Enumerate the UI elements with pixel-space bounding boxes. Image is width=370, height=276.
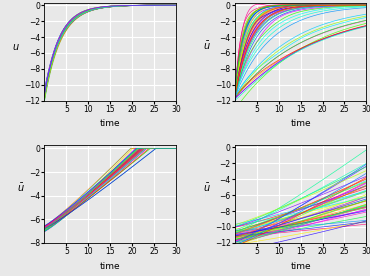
X-axis label: time: time xyxy=(290,120,311,129)
X-axis label: time: time xyxy=(290,262,311,270)
Y-axis label: $\bar{u}$: $\bar{u}$ xyxy=(202,182,210,194)
X-axis label: time: time xyxy=(100,120,120,129)
Y-axis label: $\bar{u}$: $\bar{u}$ xyxy=(17,182,24,194)
X-axis label: time: time xyxy=(100,262,120,270)
Y-axis label: $\bar{u}$: $\bar{u}$ xyxy=(202,40,210,52)
Y-axis label: $u$: $u$ xyxy=(12,42,20,52)
